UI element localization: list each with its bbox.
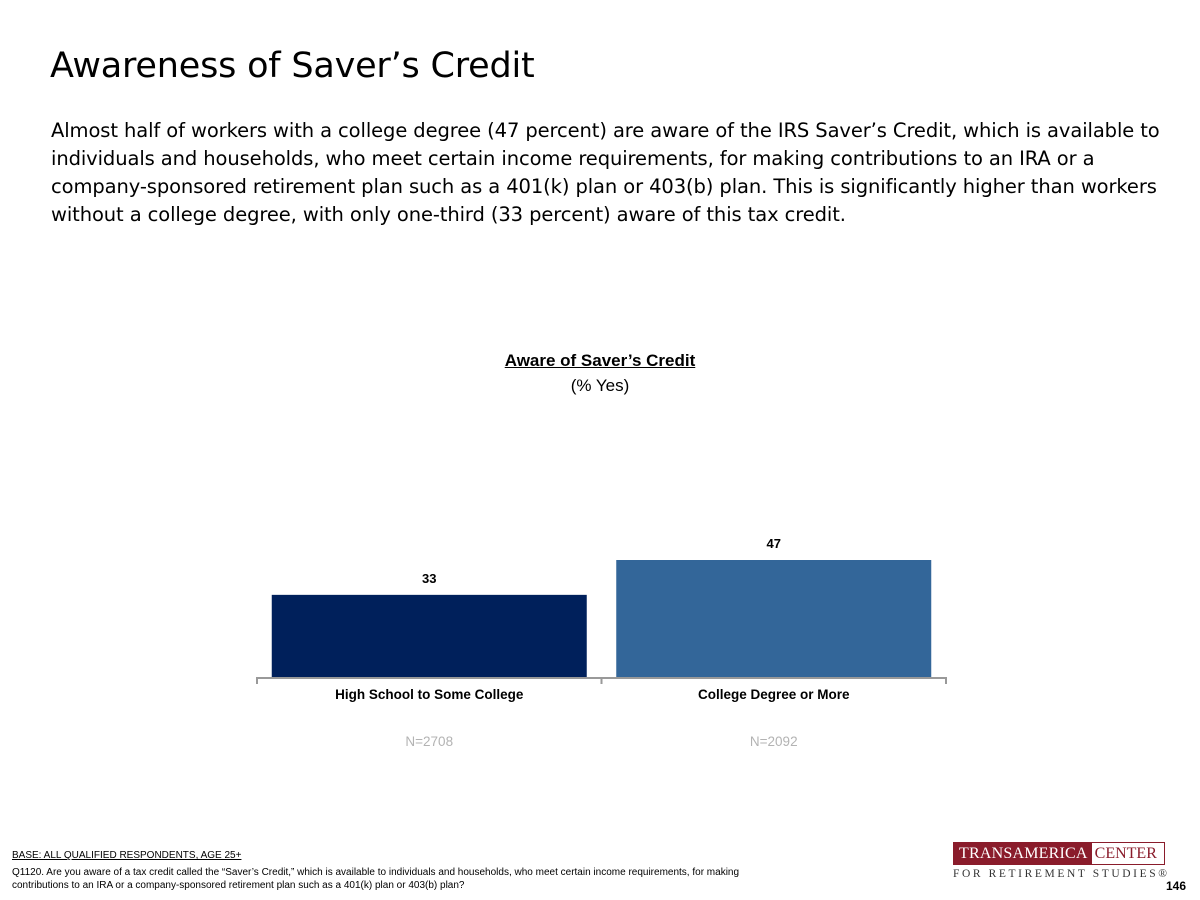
page-subtitle: Almost half of workers with a college de…	[51, 119, 1160, 226]
transamerica-logo: TRANSAMERICA CENTER FOR RETIREMENT STUDI…	[953, 842, 1170, 880]
category-label: College Degree or More	[698, 687, 850, 702]
chart-title: Aware of Saver’s Credit	[504, 351, 696, 370]
chart-subtitle: (% Yes)	[570, 376, 630, 395]
category-label: High School to Some College	[335, 687, 524, 702]
page-title: Awareness of Saver’s Credit	[50, 46, 535, 86]
bar-value-label: 33	[422, 571, 436, 586]
page-number: 146	[1166, 879, 1187, 893]
logo-tagline: FOR RETIREMENT STUDIES®	[953, 868, 1170, 880]
base-note: BASE: ALL QUALIFIED RESPONDENTS, AGE 25+	[12, 850, 242, 861]
bar-1	[271, 594, 587, 677]
bar-2	[616, 560, 932, 677]
sample-size-label: N=2092	[750, 734, 798, 749]
logo-right-text: CENTER	[1091, 843, 1160, 864]
logo-wordmark: TRANSAMERICA CENTER	[953, 842, 1165, 865]
sample-size-label: N=2708	[405, 734, 453, 749]
bar-value-label: 47	[767, 536, 781, 551]
logo-left-text: TRANSAMERICA	[954, 843, 1092, 864]
question-note: Q1120. Are you aware of a tax credit cal…	[12, 867, 740, 891]
